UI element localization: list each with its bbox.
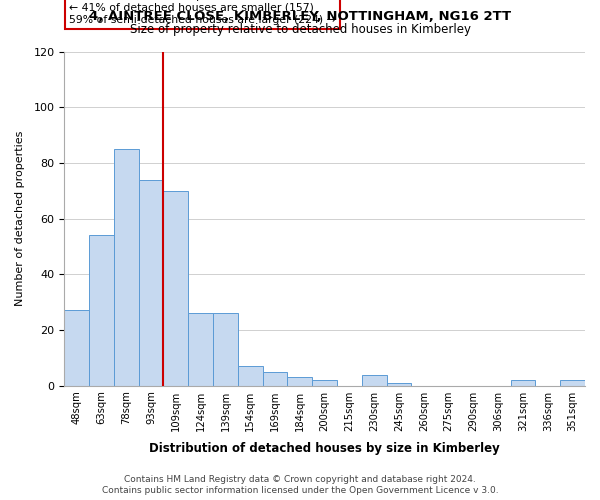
Bar bbox=[560, 380, 585, 386]
Bar bbox=[89, 236, 114, 386]
Bar bbox=[263, 372, 287, 386]
Bar bbox=[386, 383, 412, 386]
Y-axis label: Number of detached properties: Number of detached properties bbox=[15, 131, 25, 306]
Bar bbox=[287, 378, 312, 386]
Bar bbox=[163, 190, 188, 386]
Bar bbox=[238, 366, 263, 386]
Bar bbox=[64, 310, 89, 386]
Text: Contains public sector information licensed under the Open Government Licence v : Contains public sector information licen… bbox=[101, 486, 499, 495]
Bar bbox=[188, 314, 213, 386]
Text: 4 AINTREE CLOSE: 92sqm
← 41% of detached houses are smaller (157)
59% of semi-de: 4 AINTREE CLOSE: 92sqm ← 41% of detached… bbox=[70, 0, 336, 24]
Text: Size of property relative to detached houses in Kimberley: Size of property relative to detached ho… bbox=[130, 22, 470, 36]
Bar bbox=[213, 314, 238, 386]
Bar bbox=[312, 380, 337, 386]
Text: 4, AINTREE CLOSE, KIMBERLEY, NOTTINGHAM, NG16 2TT: 4, AINTREE CLOSE, KIMBERLEY, NOTTINGHAM,… bbox=[89, 10, 511, 23]
X-axis label: Distribution of detached houses by size in Kimberley: Distribution of detached houses by size … bbox=[149, 442, 500, 455]
Bar bbox=[139, 180, 163, 386]
Bar bbox=[511, 380, 535, 386]
Bar bbox=[362, 374, 386, 386]
Bar bbox=[114, 149, 139, 386]
Text: Contains HM Land Registry data © Crown copyright and database right 2024.: Contains HM Land Registry data © Crown c… bbox=[124, 475, 476, 484]
